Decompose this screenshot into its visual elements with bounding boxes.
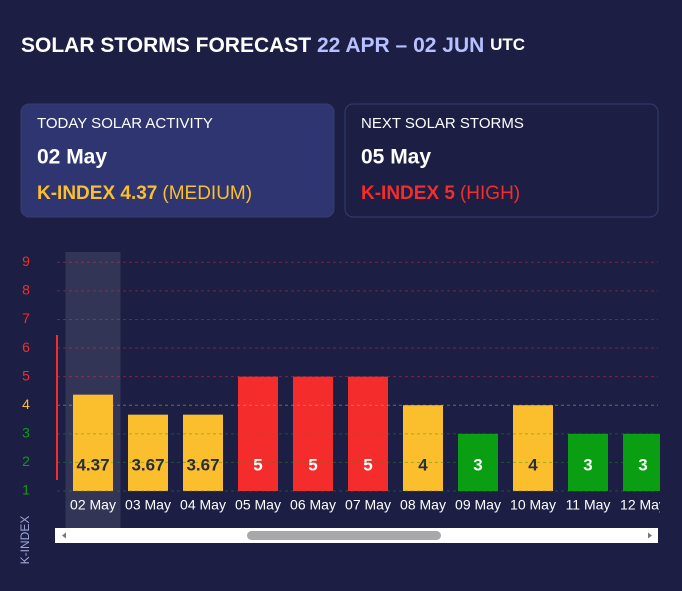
card-date: 05 May xyxy=(361,146,431,169)
bar xyxy=(513,405,553,491)
bar-label: 4 xyxy=(528,455,538,474)
bar-label: 5 xyxy=(363,455,372,474)
bar xyxy=(293,376,333,491)
bar-label: 5 xyxy=(253,455,262,474)
y-tick-label: 6 xyxy=(22,339,30,355)
scroll-left[interactable] xyxy=(62,532,66,539)
card-label: TODAY SOLAR ACTIVITY xyxy=(37,115,213,132)
bar xyxy=(128,414,168,491)
x-tick-label: 05 May xyxy=(235,497,281,513)
y-tick-label: 3 xyxy=(22,425,30,441)
bar-label: 4.37 xyxy=(76,455,109,474)
card xyxy=(20,103,335,218)
bar-label: 3.67 xyxy=(131,455,164,474)
x-tick-label: 06 May xyxy=(290,497,336,513)
y-tick-label: 5 xyxy=(22,367,30,383)
scroll-thumb[interactable] xyxy=(247,531,441,540)
x-tick-label: 02 May xyxy=(70,497,116,513)
x-tick-label: 07 May xyxy=(345,497,391,513)
bar xyxy=(568,433,608,491)
bar xyxy=(623,433,660,491)
title-range: 22 APR – 02 JUN xyxy=(317,34,484,57)
bar-label: 4 xyxy=(418,455,428,474)
x-tick-label: 04 May xyxy=(180,497,226,513)
bar xyxy=(348,376,388,491)
y-tick-label: 1 xyxy=(22,482,30,498)
bar xyxy=(73,394,113,491)
x-tick-label: 03 May xyxy=(125,497,171,513)
card-kindex: K-INDEX 5 xyxy=(361,183,455,204)
bar xyxy=(238,376,278,491)
card-kindex: K-INDEX 4.37 xyxy=(37,183,157,204)
bar-label: 3 xyxy=(583,455,592,474)
card-date: 02 May xyxy=(37,146,107,169)
x-tick-label: 11 May xyxy=(566,497,611,513)
y-tick-label: 2 xyxy=(22,453,30,469)
y-tick-label: 8 xyxy=(22,282,30,298)
title-main: SOLAR STORMS FORECAST xyxy=(21,34,311,57)
bar-label: 3.67 xyxy=(186,455,219,474)
title: SOLAR STORMS FORECAST 22 APR – 02 JUN UT… xyxy=(21,34,525,57)
card-label: NEXT SOLAR STORMS xyxy=(361,115,524,132)
y-tick-label: 9 xyxy=(22,253,30,269)
title-tz: UTC xyxy=(490,35,525,54)
bar xyxy=(458,433,498,491)
card-kindex-line: K-INDEX 5 (HIGH) xyxy=(361,183,520,204)
scrollbar[interactable] xyxy=(55,528,658,543)
y-tick-label: 7 xyxy=(22,310,30,326)
bar-label: 5 xyxy=(308,455,317,474)
cards: TODAY SOLAR ACTIVITY 02 May K-INDEX 4.37 (M… xyxy=(20,103,659,218)
card-level: (HIGH) xyxy=(460,183,520,204)
x-tick-label: 08 May xyxy=(400,497,446,513)
y-tick-label: 4 xyxy=(22,396,30,412)
scroll-right[interactable] xyxy=(648,532,652,539)
plot: 4.37 02 May 3.67 03 May 3.67 04 May 5 05 May 5 06… xyxy=(65,252,666,530)
bar xyxy=(183,414,223,491)
card-kindex-line: K-INDEX 4.37 (MEDIUM) xyxy=(37,183,252,204)
x-tick-label: 12 May xyxy=(620,497,666,513)
x-tick-label: 09 May xyxy=(455,497,501,513)
bar xyxy=(403,405,443,491)
card xyxy=(344,103,659,218)
bar-label: 3 xyxy=(473,455,482,474)
bar-label: 3 xyxy=(638,455,647,474)
x-tick-label: 10 May xyxy=(510,497,556,513)
y-axis-label: K-INDEX xyxy=(18,516,32,565)
chart: 4.37 02 May 3.67 03 May 3.67 04 May 5 05 May 5 06… xyxy=(18,252,666,565)
card-level: (MEDIUM) xyxy=(162,183,252,204)
